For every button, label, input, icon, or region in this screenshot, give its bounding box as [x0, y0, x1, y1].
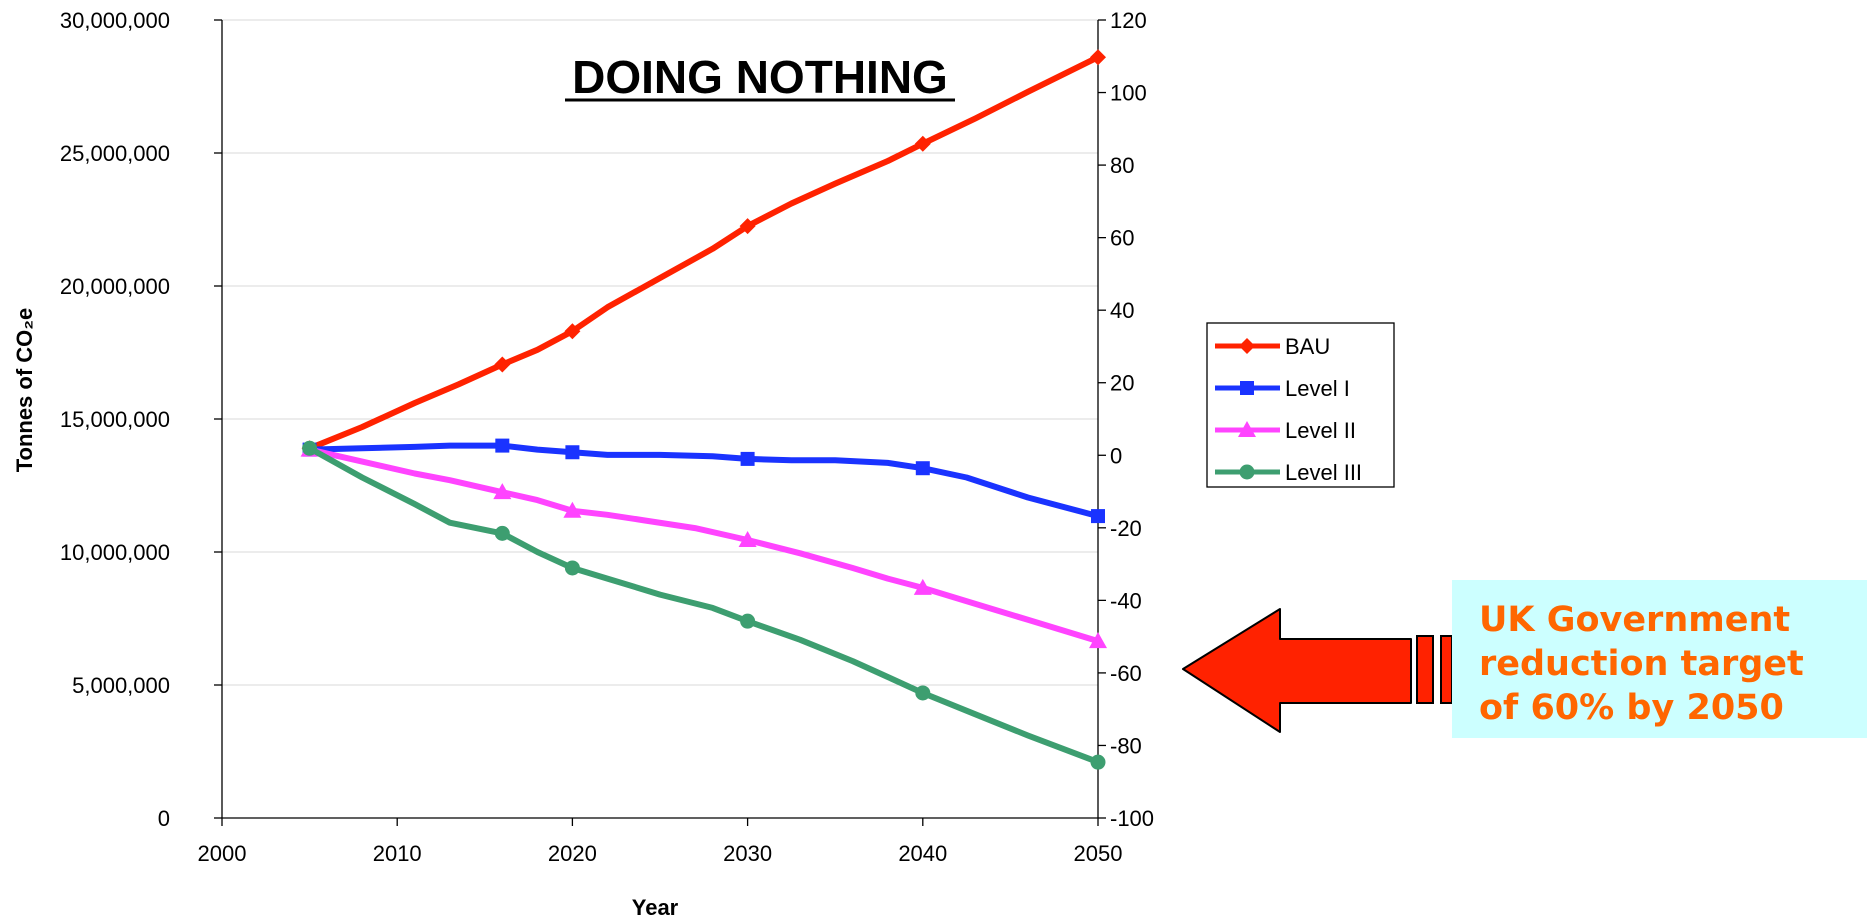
data-point-bau: [564, 323, 581, 340]
y-axis-title: Tonnes of CO₂e: [12, 308, 37, 473]
y2-tick-label: -40: [1110, 588, 1142, 613]
y-tick-label: 20,000,000: [60, 274, 170, 299]
data-point-bau: [914, 135, 931, 152]
y2-tick-label: 60: [1110, 226, 1134, 251]
series-line-bau: [306, 54, 1101, 452]
arrow-head-body: [1182, 608, 1412, 733]
y-tick-label: 30,000,000: [60, 8, 170, 33]
legend: BAU Level I Level II Level III: [1206, 322, 1395, 488]
data-point-bau: [494, 356, 511, 373]
y2-tick-label: 0: [1110, 443, 1122, 468]
data-point-level-ii: [493, 483, 512, 500]
y2-tick-label: 100: [1110, 81, 1147, 106]
legend-label-level-i: Level I: [1285, 376, 1350, 401]
y2-tick-label: -20: [1110, 516, 1142, 541]
legend-box: [1206, 322, 1395, 488]
data-point-level-iii: [564, 560, 580, 576]
legend-label-level-ii: Level II: [1285, 418, 1356, 443]
y2-tick-label: 80: [1110, 153, 1134, 178]
legend-marker-level-iii: [1239, 464, 1255, 480]
data-point-level-i: [740, 451, 755, 466]
y2-tick-label: -80: [1110, 733, 1142, 758]
x-tick-label: 2010: [373, 841, 422, 866]
arrow-tail-bar: [1416, 635, 1434, 704]
data-point-level-ii: [913, 578, 932, 595]
callout-text: UK Government reduction target of 60% by…: [1479, 600, 1804, 728]
gridlines: [222, 19, 1098, 686]
series-line-level-iii: [306, 445, 1101, 766]
y2-tick-label: 20: [1110, 371, 1134, 396]
data-point-level-iii: [740, 613, 756, 629]
legend-label-level-iii: Level III: [1285, 460, 1362, 485]
x-axis-title: Year: [632, 895, 679, 920]
x-tick-label: 2020: [548, 841, 597, 866]
legend-marker-level-i: [1240, 381, 1254, 395]
data-point-level-i: [915, 461, 930, 476]
chart-title: DOING NOTHING: [572, 51, 948, 103]
x-tick-label: 2030: [723, 841, 772, 866]
y2-tick-label: -60: [1110, 661, 1142, 686]
y-tick-label: 10,000,000: [60, 540, 170, 565]
data-point-level-ii: [738, 531, 757, 548]
data-point-level-iii: [915, 685, 931, 701]
data-point-level-ii: [563, 501, 582, 518]
data-point-level-i: [1091, 509, 1105, 524]
y2-tick-label: 120: [1110, 8, 1147, 33]
y2-tick-label: -100: [1110, 806, 1154, 831]
data-point-bau: [1090, 49, 1106, 66]
legend-marker-bau: [1239, 338, 1255, 354]
x-tick-label: 2000: [198, 841, 247, 866]
y-tick-label: 15,000,000: [60, 407, 170, 432]
legend-marker-level-ii: [1238, 421, 1256, 437]
data-point-level-iii: [494, 525, 510, 541]
y-tick-label: 0: [158, 806, 170, 831]
axis-ticks: 0 5,000,000 10,000,000 15,000,000 20,000,000…: [60, 8, 1154, 866]
y-tick-label: 25,000,000: [60, 141, 170, 166]
target-arrow: [1182, 608, 1453, 733]
data-point-level-i: [495, 438, 510, 453]
x-tick-label: 2050: [1074, 841, 1123, 866]
arrow-tail-bar: [1440, 635, 1453, 704]
target-callout: UK Government reduction target of 60% by…: [1452, 580, 1867, 738]
data-point-bau: [739, 218, 756, 235]
data-point-level-iii: [1090, 754, 1106, 770]
series-bau: [301, 49, 1106, 457]
data-point-level-iii: [302, 440, 318, 456]
data-point-level-i: [565, 445, 580, 460]
series-group: [300, 49, 1107, 770]
x-tick-label: 2040: [898, 841, 947, 866]
series-level-ii: [300, 440, 1107, 649]
series-line-level-ii: [306, 446, 1101, 645]
y2-tick-label: 40: [1110, 298, 1134, 323]
y-tick-label: 5,000,000: [72, 673, 170, 698]
series-line-level-i: [306, 442, 1101, 520]
legend-label-bau: BAU: [1285, 334, 1330, 359]
series-level-iii: [302, 440, 1106, 770]
data-point-level-ii: [1089, 632, 1107, 649]
